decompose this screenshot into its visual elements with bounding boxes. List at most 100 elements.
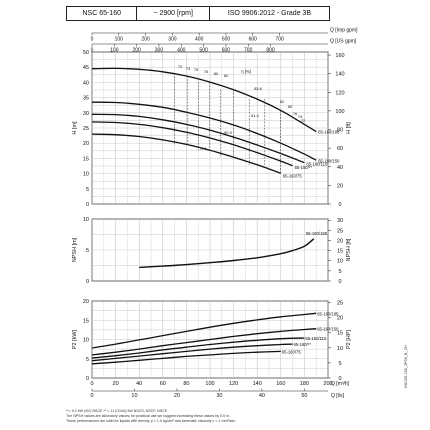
head-curve-label: 65-160/** [295,165,313,170]
head-curve-label: 65-160/75 [283,173,303,178]
head-panel-ytick-left: 35 [83,96,89,102]
power-curve-label: 65-160/110 [305,336,327,341]
npsh-panel-ytick-right: 15 [337,249,343,255]
power-panel-ytick-left: 10 [83,338,89,344]
top-axis-imp-ticklabel: 600 [249,37,258,43]
head-panel-ytick-right: 20 [337,183,343,189]
bottom-axis-ls-ticklabel: 0 [90,393,93,399]
iso-efficiency-label: 76 [293,112,297,116]
iso-efficiency-label: 83.8 [254,87,261,91]
top-axis-us-ticklabel: 300 [155,48,164,54]
npsh-panel-ytick-right: 5 [338,269,341,275]
power-panel-ytick-right: 20 [337,316,343,322]
power-panel-ytick-left: 5 [86,357,89,363]
power-panel-ytick-right: 5 [338,361,341,367]
head-panel-ytick-right: 100 [335,109,344,115]
bottom-axis-m3h-ticklabel: 0 [90,381,93,387]
iso-efficiency-label: 80.9 [224,131,231,135]
bottom-axis-m3h-ticklabel: 200 [323,381,332,387]
head-panel-ytick-right: 80 [337,128,343,134]
iso-efficiency-label: 79.1 [199,147,206,151]
bottom-axis-m3h-ticklabel: 40 [136,381,142,387]
iso-efficiency-label: 80 [288,105,292,109]
top-axis-imp-ticklabel: 200 [141,37,150,43]
bottom-axis-m3h-ticklabel: 180 [300,381,309,387]
top-axis-imp-label: Q [Imp gpm] [330,28,358,34]
head-panel-ytick-right: 120 [335,90,344,96]
head-panel-ytick-left: 45 [83,65,89,71]
head-panel-ylabel-left: H [m] [72,121,78,135]
bottom-axis-m3h-ticklabel: 20 [113,381,119,387]
npsh-panel-ylabel-left: NPSH [m] [72,237,78,262]
head-curve-65-160-150 [91,101,317,161]
head-panel-ytick-right: 60 [337,146,343,152]
head-panel-ytick-left: 10 [83,172,89,178]
iso-efficiency-label: 72 [301,119,305,123]
power-curve-label: 65-160/75 [282,349,302,354]
power-curve-label: 65-160/185 [317,311,339,316]
top-axis-us-ticklabel: 700 [244,48,253,54]
npsh-panel-ytick-right: 30 [337,218,343,224]
model-label: NSC 65-160 [67,7,138,20]
head-panel-ytick-right: 40 [337,165,343,171]
npsh-panel-ytick-right: 0 [338,279,341,285]
power-panel-ylabel-left: P2 [kW] [72,329,78,349]
head-curve-65-160-110 [91,113,305,164]
bottom-axis-m3h-ticklabel: 120 [229,381,238,387]
bottom-axis-m3h-ticklabel: 140 [253,381,262,387]
iso-efficiency-label: 75 [194,68,198,72]
top-axis-imp-ticklabel: 700 [275,37,284,43]
power-curve-label: 65-160/150 [317,327,339,332]
top-axis-imp-ticklabel: 100 [115,37,124,43]
npsh-panel-ylabel-right: NPSH [ft] [346,238,352,261]
footnote-notes: **= 9.2 kW (/02) NSCE ** = 11 (/110A) kW… [66,409,168,413]
top-axis-us-ticklabel: 800 [266,48,275,54]
bottom-axis-m3h-ticklabel: 80 [183,381,189,387]
top-axis-us-ticklabel: 200 [132,48,141,54]
top-axis-imp-ticklabel: 300 [168,37,177,43]
head-panel-ytick-left: 30 [83,111,89,117]
iso-efficiency-label: 80 [214,72,218,76]
bottom-axis-m3h-label: Q [m³/h] [331,381,350,387]
iso-efficiency-label: 82 [280,100,284,104]
top-axis-us-ticklabel: 600 [222,48,231,54]
bottom-axis-ls-ticklabel: 10 [131,393,137,399]
head-panel-ytick-left: 40 [83,80,89,86]
npsh-panel-ytick-left: 5 [86,248,89,254]
power-curve-65-160-185 [91,312,317,349]
power-panel-ytick-left: 20 [83,299,89,305]
head-panel-ytick-left: 15 [83,156,89,162]
head-curve-65-160-75 [91,133,282,174]
footnote-npsh: The NPSH values are laboratory values; f… [66,414,230,418]
iso-efficiency-label: 81.4 [251,114,258,118]
footnote-density: These performances are valid for liquids… [66,419,237,423]
speed-label: ~ 2900 [rpm] [137,7,210,20]
bottom-axis-ls-ticklabel: 40 [259,393,265,399]
power-panel-ytick-left: 15 [83,318,89,324]
top-axis-us-ticklabel: 500 [199,48,208,54]
power-panel-ytick-right: 0 [338,376,341,382]
bottom-axis-m3h-ticklabel: 60 [160,381,166,387]
power-panel-ytick-right: 10 [337,346,343,352]
side-code: NSC65-160_2P50_B_CH [404,344,408,388]
power-curve-65-160-110 [91,337,305,359]
npsh-panel-ytick-right: 20 [337,238,343,244]
head-panel-ytick-left: 50 [83,50,89,56]
power-panel-ylabel-right: P2 [HP] [346,330,352,349]
power-panel-ytick-left: 0 [86,376,89,382]
iso-efficiency-label: 76 [204,70,208,74]
bottom-axis-ls-label: Q [l/s] [331,393,345,399]
power-curve-65-160- [91,343,293,362]
head-panel-ylabel-right: H [ft] [346,122,352,134]
head-curve-label: 65-160/150 [318,159,340,164]
iso-efficiency-label: 72 [178,65,182,69]
head-panel-ytick-right: 0 [338,202,341,208]
head-panel-ytick-left: 20 [83,141,89,147]
head-curve-label: 65-160/110 [306,162,328,167]
head-curve-65-160- [91,121,293,167]
power-panel-ytick-right: 15 [337,331,343,337]
standard-label: ISO 9906:2012 - Grade 3B [227,10,312,17]
npsh-curve-label: 65-160/185 [306,231,328,236]
head-curve-65-160-185 [91,67,317,133]
